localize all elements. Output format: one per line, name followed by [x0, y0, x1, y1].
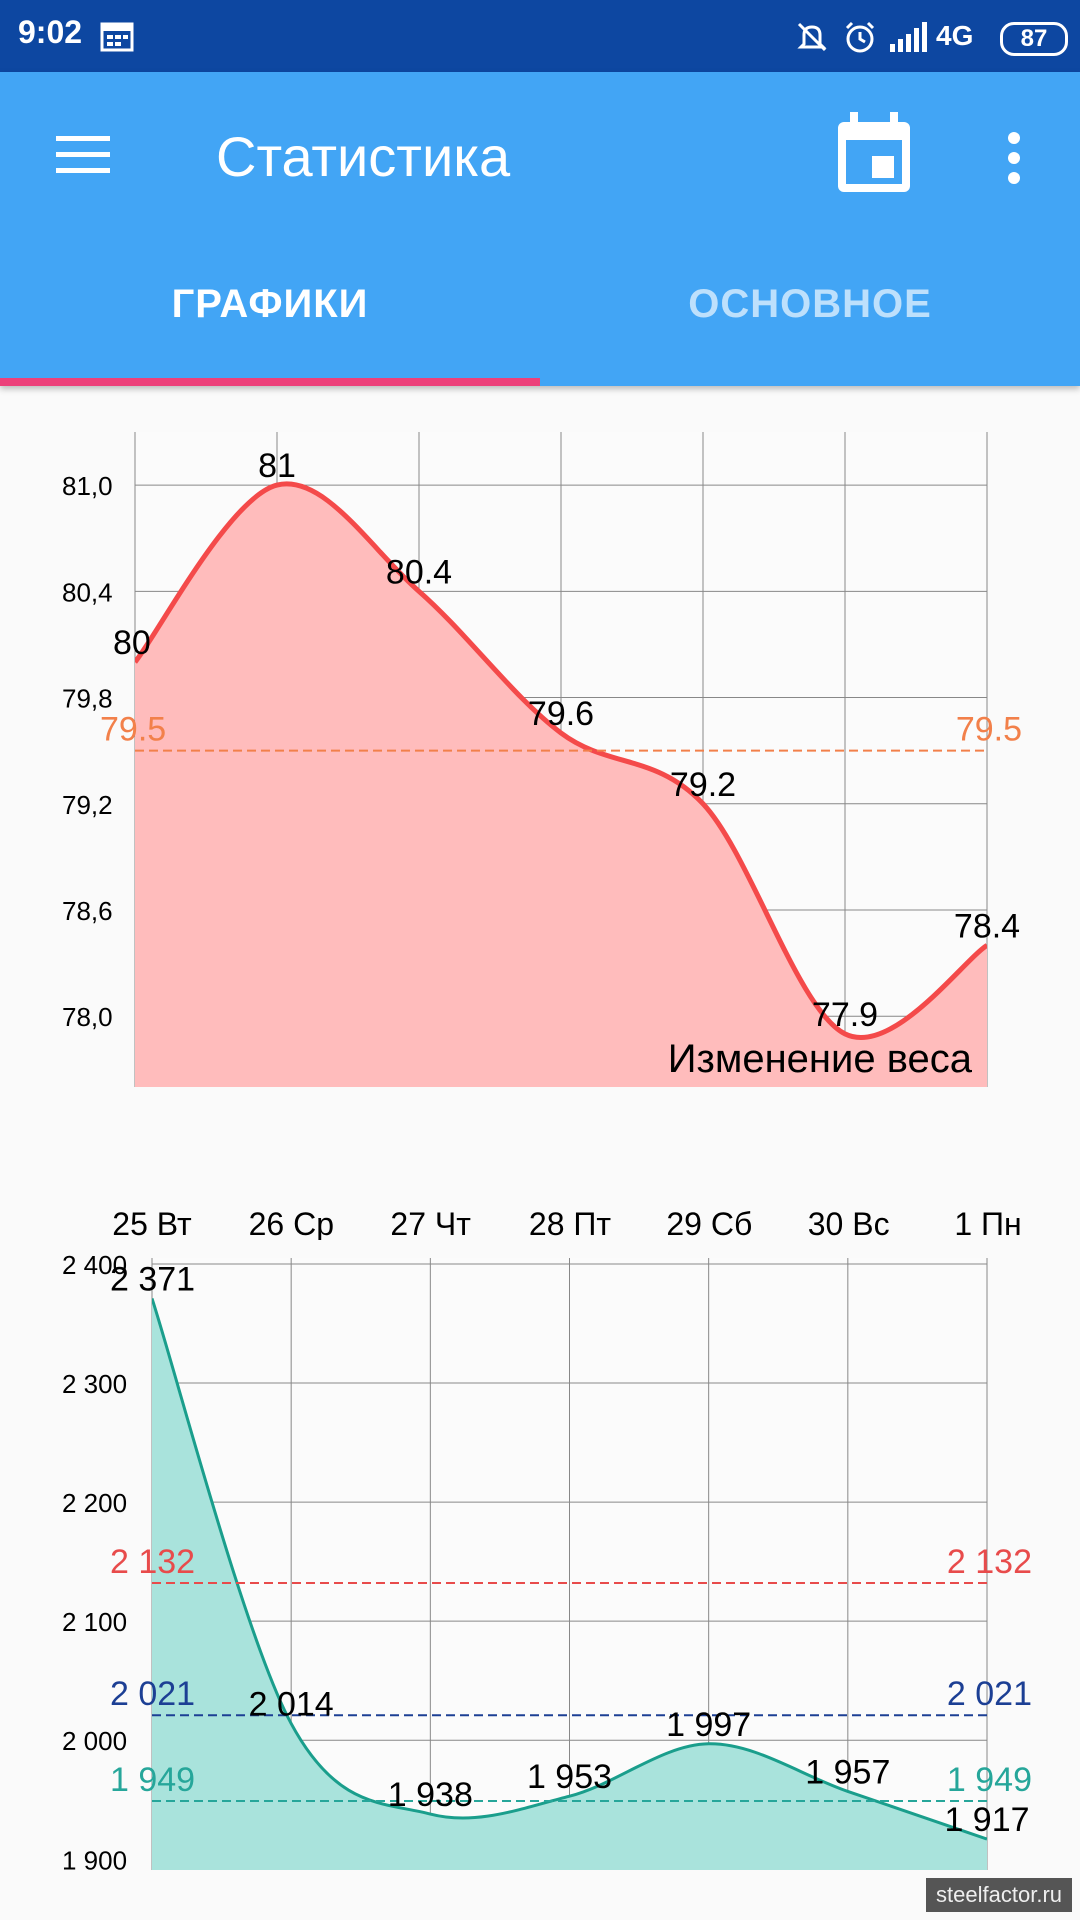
x-tick-label: 30 Вс — [808, 1206, 890, 1240]
data-label: 77.9 — [812, 996, 878, 1034]
tab-main[interactable]: ОСНОВНОЕ — [688, 282, 932, 326]
y-tick-label: 2 000 — [62, 1726, 127, 1756]
battery-level: 87 — [1020, 25, 1048, 52]
chart-title: Изменение веса — [668, 1037, 973, 1081]
x-tick-label: 29 Сб — [666, 1206, 752, 1240]
area-fill — [135, 483, 987, 1087]
page-title: Статистика — [216, 125, 511, 188]
data-label: 2 371 — [110, 1260, 195, 1298]
y-tick-label: 2 100 — [62, 1607, 127, 1637]
y-tick-label: 2 300 — [62, 1369, 127, 1399]
x-tick-label: 27 Чт — [390, 1206, 471, 1240]
y-tick-label: 78,0 — [62, 1002, 113, 1032]
reference-label-left: 79.5 — [100, 711, 166, 749]
calendar-icon[interactable] — [836, 112, 912, 194]
y-tick-label: 79,8 — [62, 684, 113, 714]
x-tick-label: 25 Вт — [112, 1206, 192, 1240]
x-tick-label: 26 Ср — [249, 1206, 334, 1240]
reference-label-right: 1 949 — [947, 1761, 1032, 1799]
reference-label-left: 1 949 — [110, 1761, 195, 1799]
status-time: 9:02 — [18, 14, 83, 50]
data-label: 1 938 — [388, 1776, 473, 1814]
app-bar: Статистика ГРАФИКИ ОСНОВНОЕ — [0, 72, 1080, 386]
data-label: 2 014 — [249, 1686, 334, 1724]
y-tick-label: 79,2 — [62, 790, 113, 820]
watermark: steelfactor.ru — [926, 1878, 1072, 1912]
data-label: 1 997 — [666, 1706, 751, 1744]
battery-icon: 87 — [1000, 22, 1068, 56]
network-type: 4G — [936, 20, 974, 51]
reference-label-left: 2 021 — [110, 1675, 195, 1713]
x-tick-label: 28 Пт — [529, 1206, 611, 1240]
data-label: 79.2 — [670, 766, 736, 804]
signal-icon — [890, 22, 927, 52]
mute-bell-icon — [797, 22, 827, 52]
data-label: 1 953 — [527, 1758, 612, 1796]
data-label: 1 957 — [805, 1753, 890, 1791]
data-label: 78.4 — [954, 907, 1020, 945]
y-tick-label: 81,0 — [62, 471, 113, 501]
series-line — [152, 1298, 987, 1841]
series-line — [135, 481, 987, 1040]
area-fill — [152, 1298, 987, 1870]
y-tick-label: 2 400 — [62, 1250, 127, 1280]
y-tick-label: 78,6 — [62, 896, 113, 926]
y-tick-label: 80,4 — [62, 577, 113, 607]
reference-label-right: 79.5 — [956, 711, 1022, 749]
calorie-chart: 1 900 2 000 2 100 2 200 2 300 2 400 2 132 2 132… — [62, 1250, 1032, 1870]
weight-chart: 78,0 78,6 79,2 79,8 80,4 81,0 79.5 79.5 80 81 80.4… — [62, 432, 1022, 1240]
data-label: 79.6 — [528, 695, 594, 733]
x-tick-label: 1 Пн — [954, 1206, 1021, 1240]
y-tick-label: 2 200 — [62, 1488, 127, 1518]
status-bar: 9:02 4G 87 — [0, 0, 1080, 72]
tab-charts[interactable]: ГРАФИКИ — [171, 282, 369, 326]
data-label: 1 917 — [944, 1801, 1029, 1839]
tab-indicator — [0, 378, 540, 386]
data-label: 80.4 — [386, 553, 452, 591]
data-label: 80 — [113, 624, 151, 662]
reference-label-left: 2 132 — [110, 1543, 195, 1581]
menu-icon[interactable] — [54, 132, 114, 178]
data-label: 81 — [258, 447, 296, 485]
reference-label-right: 2 132 — [947, 1543, 1032, 1581]
more-options-icon[interactable] — [1000, 130, 1028, 186]
reference-label-right: 2 021 — [947, 1675, 1032, 1713]
alarm-icon — [845, 21, 875, 53]
calendar-notification-icon — [100, 22, 134, 52]
y-tick-label: 1 900 — [62, 1845, 127, 1870]
